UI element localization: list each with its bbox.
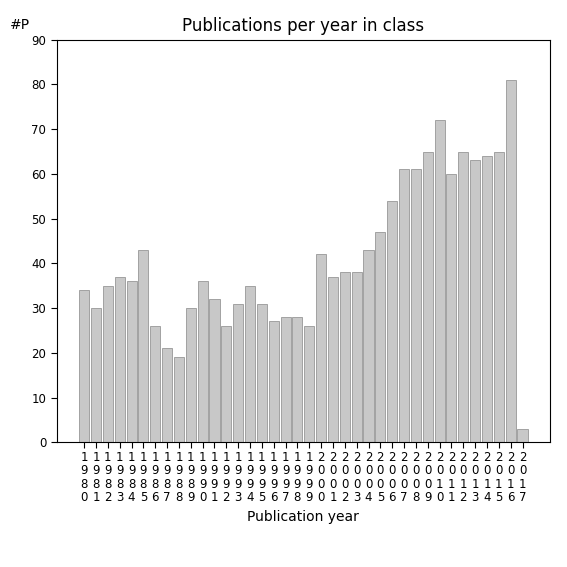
Bar <box>186 308 196 442</box>
Bar <box>293 317 302 442</box>
Bar <box>138 250 149 442</box>
Bar <box>399 170 409 442</box>
Y-axis label: #P: #P <box>10 18 29 32</box>
Bar <box>304 326 314 442</box>
Bar <box>470 160 480 442</box>
Bar <box>482 156 492 442</box>
Bar <box>352 272 362 442</box>
X-axis label: Publication year: Publication year <box>247 510 359 524</box>
Bar <box>316 255 326 442</box>
Bar <box>411 170 421 442</box>
Bar <box>518 429 527 442</box>
Bar <box>115 277 125 442</box>
Bar <box>103 286 113 442</box>
Bar <box>269 321 279 442</box>
Bar <box>458 151 468 442</box>
Bar <box>174 357 184 442</box>
Bar <box>434 120 445 442</box>
Bar <box>423 151 433 442</box>
Bar <box>375 232 386 442</box>
Bar <box>91 308 101 442</box>
Bar <box>340 272 350 442</box>
Title: Publications per year in class: Publications per year in class <box>182 18 425 35</box>
Bar <box>126 281 137 442</box>
Bar <box>387 201 397 442</box>
Bar <box>150 326 160 442</box>
Bar <box>328 277 338 442</box>
Bar <box>494 151 504 442</box>
Bar <box>446 174 456 442</box>
Bar <box>221 326 231 442</box>
Bar <box>198 281 208 442</box>
Bar <box>162 348 172 442</box>
Bar <box>245 286 255 442</box>
Bar <box>257 303 267 442</box>
Bar <box>209 299 219 442</box>
Bar <box>79 290 89 442</box>
Bar <box>233 303 243 442</box>
Bar <box>363 250 374 442</box>
Bar <box>281 317 291 442</box>
Bar <box>506 80 516 442</box>
